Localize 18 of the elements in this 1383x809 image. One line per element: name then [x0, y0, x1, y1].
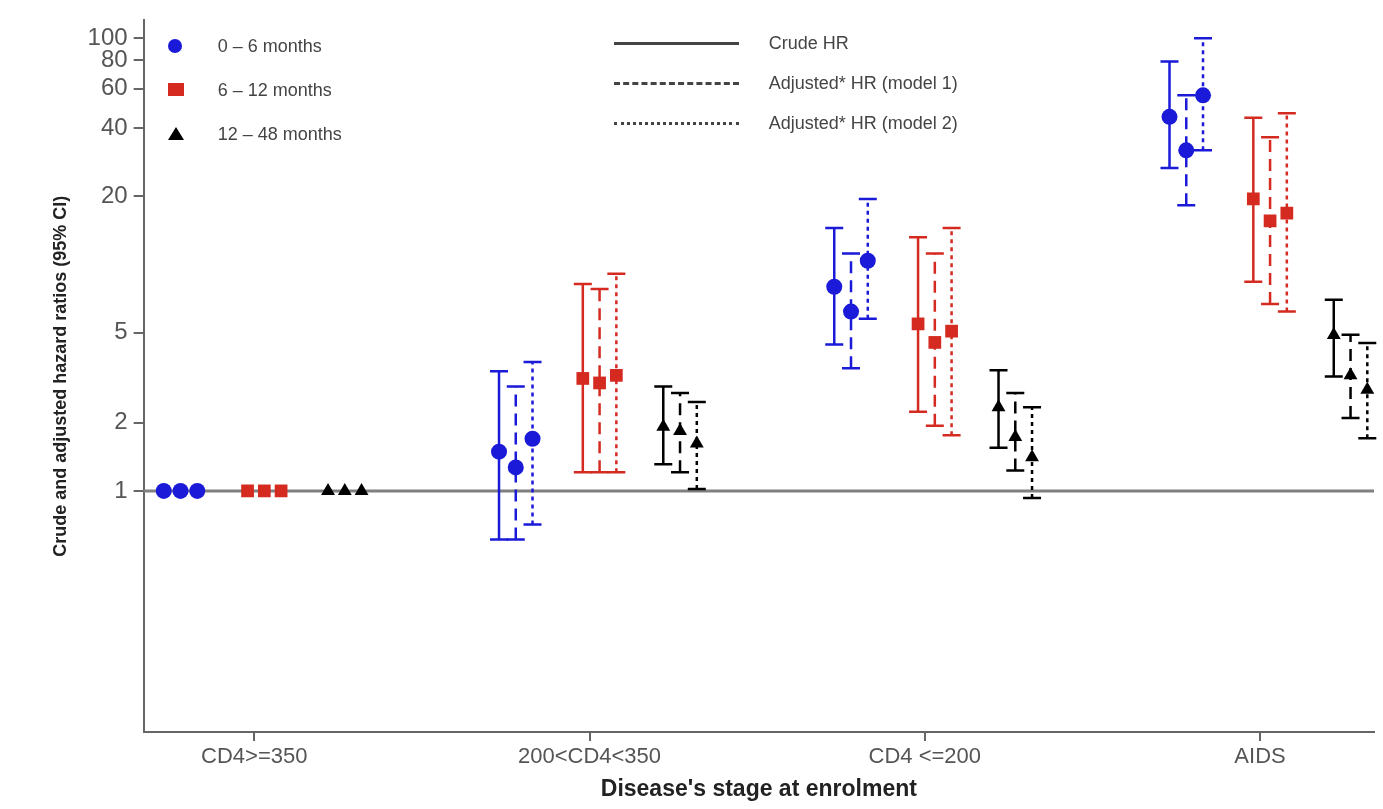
y-tick-label: 1 [114, 475, 128, 503]
legend-label: 12 – 48 months [217, 123, 342, 146]
x-tick-label: 200<CD4<350 [517, 743, 662, 769]
legend-label: 0 – 6 months [217, 35, 322, 58]
y-tick-label: 20 [100, 181, 128, 209]
annotation: Adjusted* HR (model 1) [768, 72, 958, 95]
x-tick-label: CD4>=350 [201, 743, 308, 769]
x-tick-label: AIDS [1234, 743, 1286, 769]
y-tick-label: 40 [100, 112, 128, 140]
x-axis-title: Disease's stage at enrolment [600, 774, 918, 801]
y-tick-label: 5 [114, 317, 128, 345]
y-tick-label: 60 [100, 73, 128, 101]
y-axis-title: Crude and adjusted hazard ratios (95% CI) [49, 195, 70, 557]
annotation: Adjusted* HR (model 2) [768, 112, 958, 135]
legend-label: 6 – 12 months [217, 79, 332, 102]
x-tick-label: CD4 <=200 [868, 743, 982, 769]
y-tick-label: 2 [114, 407, 128, 435]
annotation: Crude HR [768, 32, 849, 55]
